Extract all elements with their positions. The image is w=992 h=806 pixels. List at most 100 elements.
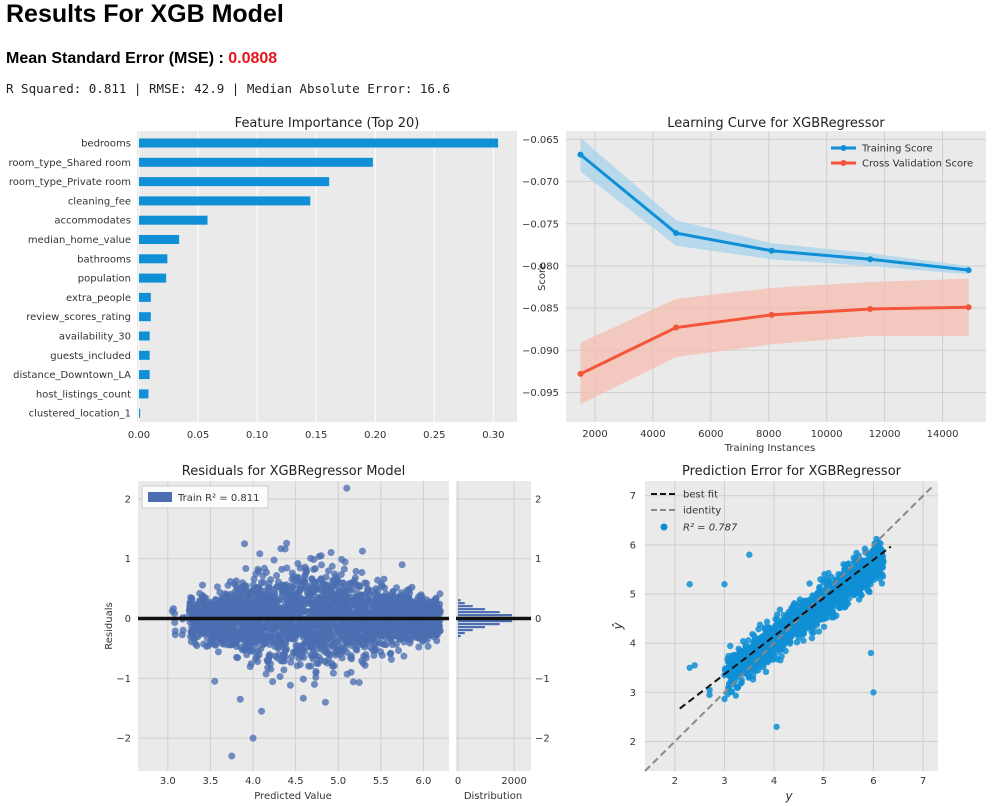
residual-point	[218, 640, 226, 648]
residual-point	[252, 655, 260, 663]
residual-point	[310, 680, 318, 688]
prediction-point	[774, 615, 781, 623]
histogram-bar	[458, 631, 465, 635]
residual-point	[398, 592, 406, 600]
residual-point	[341, 644, 349, 652]
feature-importance-bar	[139, 408, 141, 418]
histogram-bar	[458, 634, 461, 638]
residual-point	[230, 611, 238, 619]
prediction-point	[778, 643, 785, 651]
best-fit-line	[679, 545, 892, 710]
histogram-bar	[458, 620, 513, 623]
residual-point	[292, 630, 300, 638]
residual-point	[299, 694, 307, 702]
metrics-line: R Squared: 0.811 | RMSE: 42.9 | Median A…	[6, 81, 451, 96]
residual-point	[382, 641, 390, 649]
histogram-xlabel: Distribution	[464, 791, 522, 802]
residual-point	[377, 648, 385, 656]
prediction-point	[815, 628, 823, 635]
prediction-point	[706, 686, 713, 694]
feature-importance-bar	[139, 157, 373, 167]
residual-point	[267, 665, 275, 673]
residual-point	[274, 603, 282, 611]
residual-point	[319, 634, 327, 642]
learning-curve-point	[577, 151, 584, 158]
prediction-error-xtick: 3	[721, 776, 727, 787]
histogram-bar	[458, 614, 513, 617]
residual-point	[362, 633, 370, 641]
residual-point	[281, 653, 289, 661]
residual-point	[329, 669, 337, 677]
feature-importance-xtick: 0.00	[128, 430, 150, 441]
residual-point	[308, 642, 316, 650]
feature-importance-xtick: 0.05	[187, 430, 209, 441]
histogram-bar	[458, 611, 500, 614]
residual-point	[300, 653, 308, 661]
residual-point	[191, 605, 199, 613]
residual-point	[387, 655, 395, 663]
residual-point	[230, 632, 238, 640]
residual-point	[323, 659, 331, 667]
residual-point	[323, 581, 331, 589]
residual-point	[171, 627, 179, 635]
residual-point	[201, 600, 209, 608]
histogram-bar	[458, 599, 461, 602]
residual-point	[228, 752, 236, 760]
residual-point	[358, 547, 366, 555]
feature-importance-label: median_home_value	[28, 235, 131, 246]
residual-point	[305, 600, 313, 608]
residuals-ytick: −1	[116, 674, 131, 685]
learning-curve-ytick: −0.080	[522, 261, 559, 272]
prediction-point	[816, 589, 824, 597]
residual-point	[277, 545, 285, 553]
residual-point	[329, 584, 337, 592]
histogram-bar	[458, 608, 486, 611]
residual-point	[282, 645, 290, 653]
prediction-point	[721, 695, 728, 703]
legend-entry: Cross Validation Score	[862, 159, 973, 170]
residual-point	[185, 606, 193, 614]
prediction-error-title: Prediction Error for XGBRegressor	[682, 464, 902, 479]
prediction-point	[842, 565, 849, 573]
residual-point	[294, 559, 302, 567]
residual-point	[241, 595, 249, 603]
histogram-bar	[458, 623, 500, 626]
residual-point	[302, 630, 310, 638]
residual-point	[196, 589, 204, 597]
histogram-ytick: 1	[535, 554, 541, 565]
residual-point	[247, 660, 255, 668]
residual-point	[290, 605, 298, 613]
prediction-point	[732, 692, 739, 699]
prediction-point	[832, 595, 840, 603]
residual-point	[427, 631, 435, 639]
residual-point	[356, 638, 364, 646]
residual-point	[403, 595, 411, 603]
prediction-point	[790, 601, 797, 609]
prediction-point	[800, 637, 807, 644]
residual-point	[329, 576, 337, 584]
prediction-point	[879, 553, 887, 560]
prediction-point	[852, 583, 860, 591]
residual-point	[299, 595, 307, 603]
prediction-point	[848, 579, 855, 587]
learning-curve-xlabel: Training Instances	[724, 443, 815, 454]
residuals-ytick: 0	[125, 614, 131, 625]
residuals-chart: Residuals for XGBRegressor Model 3.0 3.5 4.…	[104, 464, 550, 802]
residual-point	[421, 629, 429, 637]
prediction-point	[763, 618, 771, 626]
feature-importance-label: host_listings_count	[36, 389, 131, 400]
residual-point	[340, 565, 348, 573]
feature-importance-label: accommodates	[54, 216, 131, 227]
prediction-point	[820, 623, 828, 630]
residual-point	[351, 574, 359, 582]
residual-point	[312, 667, 320, 675]
residual-point	[203, 634, 211, 642]
prediction-point	[773, 723, 780, 730]
residual-point	[301, 578, 309, 586]
residual-point	[307, 589, 315, 597]
prediction-point	[686, 581, 693, 588]
residual-point	[259, 572, 267, 580]
prediction-point	[764, 624, 771, 632]
histogram-xtick: 0	[455, 776, 461, 787]
prediction-point	[726, 664, 733, 671]
